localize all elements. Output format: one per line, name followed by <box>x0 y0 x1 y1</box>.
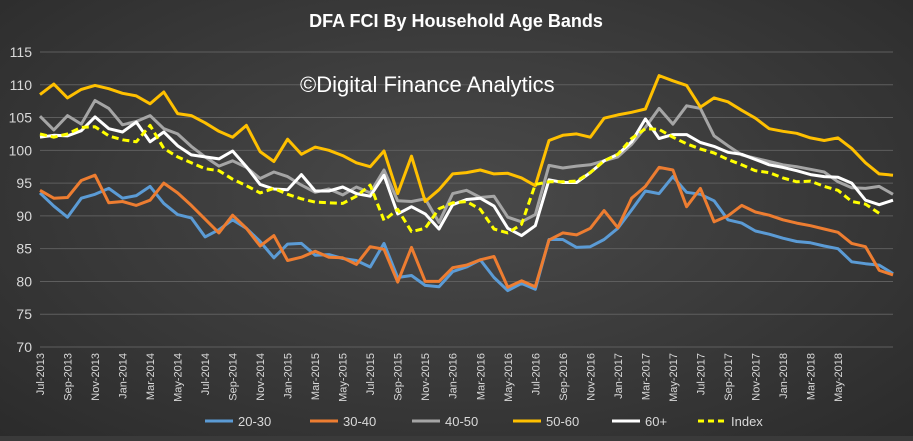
series-line-Index <box>39 123 881 235</box>
series-line-40-50 <box>38 99 894 224</box>
y-axis-tick-labels: 70 75 80 85 90 95 100 105 110 115 <box>9 44 33 355</box>
x-tick-label: May-2018 <box>833 353 845 402</box>
x-tick-label: Jan-2015 <box>283 353 295 399</box>
x-tick-label: Jan-2016 <box>448 353 460 399</box>
y-tick-label: 80 <box>16 273 32 289</box>
x-tick-label: Jan-2014 <box>118 353 130 399</box>
x-tick-label: Sep-2014 <box>228 353 240 401</box>
y-tick-label: 85 <box>16 241 32 257</box>
x-tick-label: Jul-2013 <box>35 353 47 395</box>
series-line-60+ <box>39 115 894 238</box>
x-tick-label: Nov-2015 <box>420 353 432 401</box>
x-tick-label: Mar-2016 <box>475 353 487 400</box>
y-tick-label: 90 <box>16 208 32 224</box>
x-tick-label: Jan-2017 <box>613 353 625 399</box>
legend-label: 30-40 <box>343 414 376 429</box>
y-tick-label: 75 <box>16 306 32 322</box>
x-tick-label: Sep-2013 <box>63 353 75 401</box>
x-tick-label: Mar-2017 <box>640 353 652 400</box>
series-lines <box>38 74 894 293</box>
legend-label: Index <box>731 414 763 429</box>
series-line-30-40 <box>39 165 894 289</box>
legend: 20-30 30-40 40-50 50-60 60+ Index <box>205 414 763 429</box>
x-tick-label: May-2014 <box>173 353 185 402</box>
x-tick-label: Sep-2015 <box>393 353 405 401</box>
x-tick-label: Nov-2017 <box>750 353 762 401</box>
x-tick-label: Mar-2018 <box>805 353 817 400</box>
x-tick-label: Jan-2018 <box>778 353 790 399</box>
x-tick-label: Nov-2013 <box>90 353 102 401</box>
x-tick-label: Mar-2015 <box>310 353 322 400</box>
x-tick-label: Sep-2016 <box>558 353 570 401</box>
x-tick-label: Nov-2016 <box>585 353 597 401</box>
y-tick-label: 70 <box>16 339 32 355</box>
x-tick-label: Jul-2015 <box>365 353 377 395</box>
x-tick-label: Sep-2017 <box>723 353 735 401</box>
x-tick-label: Nov-2014 <box>255 353 267 401</box>
x-tick-label: Jul-2017 <box>695 353 707 395</box>
x-tick-label: May-2016 <box>503 353 515 402</box>
legend-label: 40-50 <box>445 414 478 429</box>
chart-title: DFA FCI By Household Age Bands <box>309 11 603 31</box>
x-tick-label: Mar-2014 <box>145 353 157 400</box>
x-tick-label: May-2017 <box>668 353 680 402</box>
x-axis-tick-labels: Jul-2013 Sep-2013 Nov-2013 Jan-2014 Mar-2014… <box>35 353 845 402</box>
y-tick-label: 100 <box>9 142 33 158</box>
y-tick-label: 95 <box>16 175 32 191</box>
y-tick-label: 115 <box>10 44 33 60</box>
series-line-50-60 <box>39 74 894 203</box>
legend-label: 50-60 <box>546 414 579 429</box>
series-line-20-30 <box>38 175 894 293</box>
legend-label: 60+ <box>645 414 667 429</box>
legend-label: 20-30 <box>238 414 271 429</box>
x-tick-label: May-2015 <box>338 353 350 402</box>
y-tick-label: 105 <box>9 110 33 126</box>
watermark-text: ©Digital Finance Analytics <box>300 72 555 97</box>
x-tick-label: Jul-2014 <box>200 353 212 395</box>
x-tick-label: Jul-2016 <box>530 353 542 395</box>
y-tick-label: 110 <box>10 77 33 93</box>
